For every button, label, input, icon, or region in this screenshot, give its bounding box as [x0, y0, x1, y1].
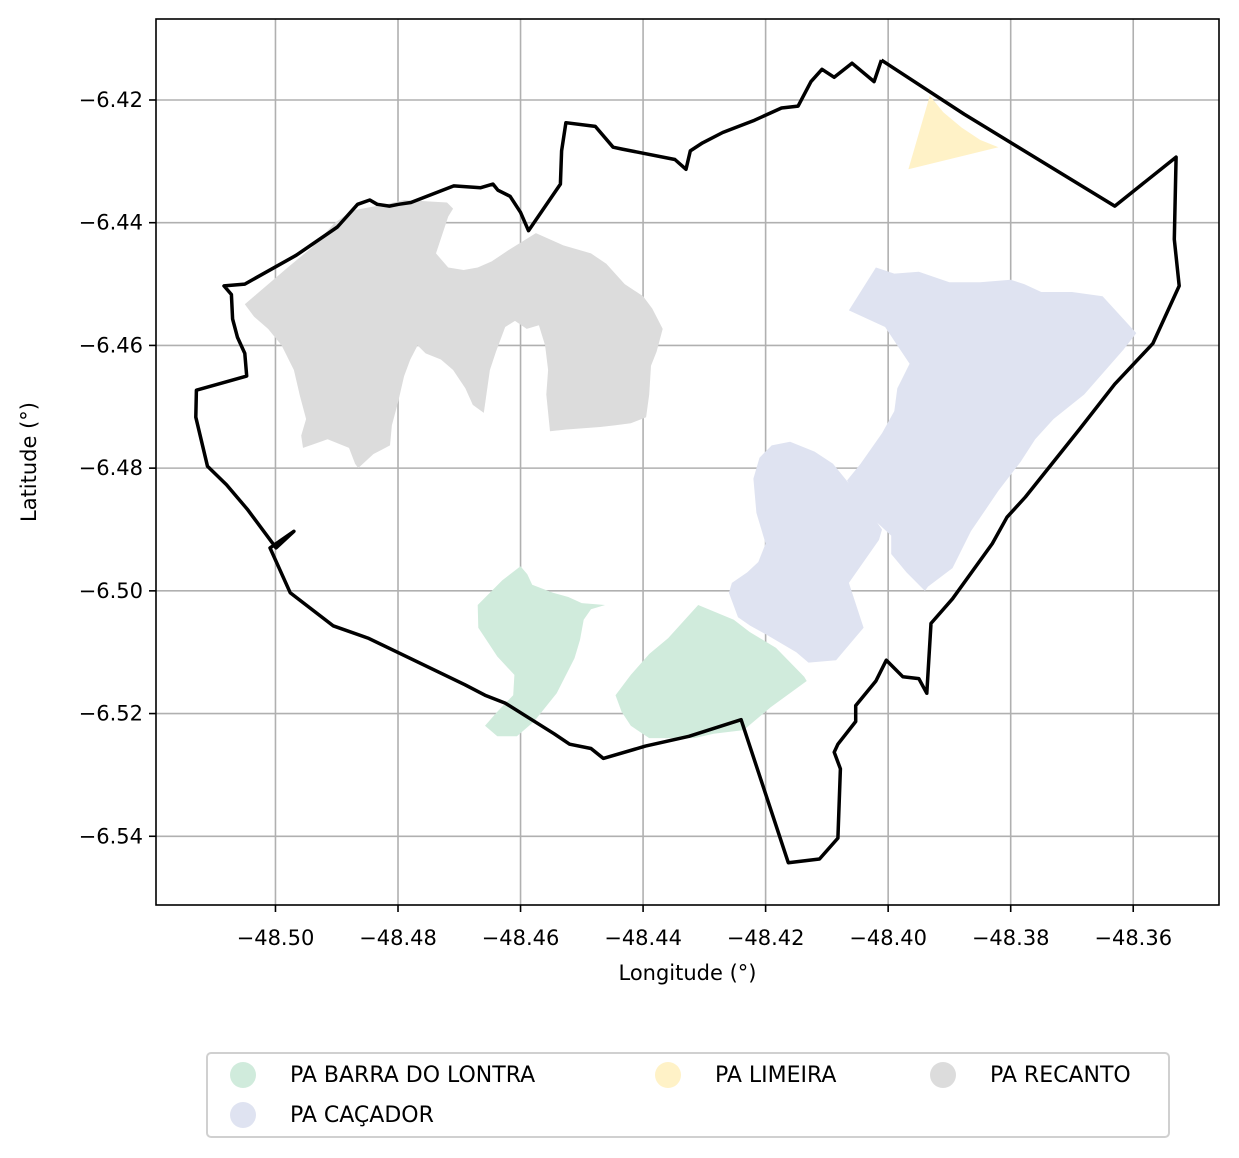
plot-frame: [155, 18, 1220, 906]
legend-marker-icon: [230, 1062, 256, 1088]
gridlines: [156, 19, 1219, 905]
area-pa-barra-do-lontra: [615, 605, 807, 739]
project-areas: [244, 95, 1137, 739]
legend-item-recanto: PA RECANTO: [930, 1060, 1131, 1090]
legend-label: PA LIMEIRA: [715, 1062, 837, 1088]
legend-label: PA CAÇADOR: [290, 1102, 434, 1128]
area-pa-barra-do-lontra: [477, 566, 606, 737]
legend-label: PA BARRA DO LONTRA: [290, 1062, 536, 1088]
x-tick-label: −48.50: [237, 926, 315, 950]
area-pa-cacador: [847, 267, 1137, 591]
y-tick-label: −6.50: [79, 579, 143, 603]
municipality-boundary: [194, 58, 1181, 865]
legend-item-cacador: PA CAÇADOR: [230, 1100, 434, 1130]
axis-ticks: −48.50 −48.48 −48.46 −48.44 −48.42 −48.40 −48.…: [79, 88, 1172, 950]
x-tick-label: −48.36: [1094, 926, 1172, 950]
y-tick-label: −6.48: [79, 456, 143, 480]
x-tick-label: −48.44: [604, 926, 682, 950]
legend-marker-icon: [930, 1062, 956, 1088]
y-tick-label: −6.54: [79, 824, 143, 848]
area-pa-cacador: [728, 441, 882, 663]
legend-item-limeira: PA LIMEIRA: [655, 1060, 836, 1090]
y-tick-label: −6.46: [79, 333, 143, 357]
legend-marker-icon: [230, 1102, 256, 1128]
y-tick-label: −6.44: [79, 211, 143, 235]
area-pa-recanto: [244, 200, 663, 469]
y-axis-title: Latitude (°): [17, 402, 41, 522]
y-tick-label: −6.42: [79, 88, 143, 112]
area-pa-limeira: [908, 95, 999, 170]
legend-item-barra-do-lontra: PA BARRA DO LONTRA: [230, 1060, 535, 1090]
x-tick-label: −48.42: [727, 926, 805, 950]
x-axis-title: Longitude (°): [618, 961, 756, 985]
legend-marker-icon: [655, 1062, 681, 1088]
y-tick-label: −6.52: [79, 702, 143, 726]
boundary-line: [194, 58, 1181, 865]
x-tick-label: −48.40: [849, 926, 927, 950]
legend-label: PA RECANTO: [990, 1062, 1131, 1088]
x-tick-label: −48.46: [482, 926, 560, 950]
legend: PA BARRA DO LONTRA PA CAÇADOR PA LIMEIRA…: [206, 1052, 1170, 1138]
x-tick-label: −48.48: [359, 926, 437, 950]
x-tick-label: −48.38: [972, 926, 1050, 950]
